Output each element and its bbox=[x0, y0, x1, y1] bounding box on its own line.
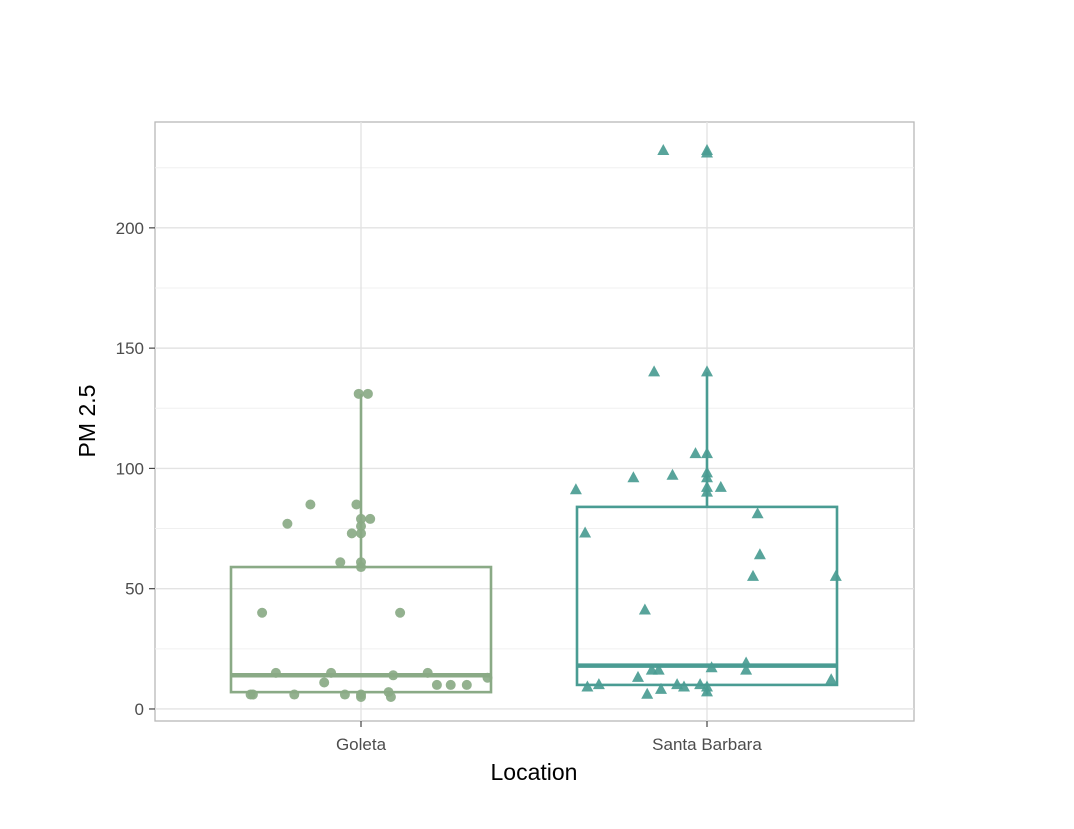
data-point-circle bbox=[362, 388, 373, 399]
data-point-triangle bbox=[666, 468, 679, 480]
data-point-circle bbox=[356, 521, 366, 532]
data-point-circle bbox=[365, 513, 376, 524]
x-tick-label: Goleta bbox=[336, 735, 387, 754]
data-point-circle bbox=[351, 499, 362, 510]
data-point-circle bbox=[282, 518, 293, 529]
data-point-circle bbox=[247, 689, 258, 700]
data-point-triangle bbox=[701, 365, 713, 377]
data-point-triangle bbox=[753, 548, 766, 560]
data-point-circle bbox=[326, 667, 337, 678]
data-point-triangle bbox=[747, 569, 759, 581]
data-point-circle bbox=[356, 562, 366, 573]
data-point-triangle bbox=[701, 447, 713, 459]
data-point-triangle bbox=[592, 678, 605, 690]
data-point-circle bbox=[395, 607, 406, 618]
data-point-circle bbox=[335, 557, 346, 568]
plot-panel bbox=[154, 121, 915, 722]
y-tick-label: 150 bbox=[116, 339, 144, 358]
data-point-triangle bbox=[689, 447, 702, 459]
data-point-triangle bbox=[701, 471, 713, 483]
data-point-triangle bbox=[694, 678, 707, 690]
data-point-triangle bbox=[740, 656, 753, 668]
data-point-triangle bbox=[632, 670, 644, 682]
y-tick-label: 200 bbox=[116, 219, 144, 238]
data-point-circle bbox=[461, 679, 472, 690]
data-point-triangle bbox=[648, 365, 661, 377]
data-point-circle bbox=[356, 689, 366, 700]
data-point-triangle bbox=[714, 480, 727, 492]
data-point-triangle bbox=[671, 678, 684, 690]
data-point-circle bbox=[422, 667, 433, 678]
point-layer bbox=[245, 144, 842, 702]
data-point-circle bbox=[353, 388, 364, 399]
y-tick-label: 100 bbox=[116, 459, 144, 478]
grid-layer bbox=[155, 122, 914, 721]
data-point-triangle bbox=[678, 680, 690, 692]
x-axis-ticks: Goleta Santa Barbara bbox=[336, 721, 762, 754]
data-point-triangle bbox=[657, 144, 670, 156]
data-point-circle bbox=[346, 528, 357, 539]
data-point-triangle bbox=[751, 507, 764, 519]
data-point-circle bbox=[356, 528, 366, 539]
data-point-circle bbox=[385, 691, 396, 702]
y-tick-label: 50 bbox=[125, 580, 144, 599]
data-point-circle bbox=[289, 689, 300, 700]
data-point-triangle bbox=[829, 569, 842, 581]
data-point-circle bbox=[305, 499, 316, 510]
data-point-triangle bbox=[655, 682, 667, 694]
data-point-circle bbox=[270, 667, 281, 678]
data-point-circle bbox=[482, 672, 493, 683]
data-point-triangle bbox=[652, 663, 665, 675]
y-axis-ticks: 0 50 100 150 200 bbox=[116, 219, 155, 719]
data-point-circle bbox=[356, 513, 366, 524]
y-tick-label: 0 bbox=[135, 700, 144, 719]
data-point-triangle bbox=[641, 687, 654, 699]
data-point-triangle bbox=[701, 685, 713, 697]
data-point-triangle bbox=[581, 680, 594, 692]
data-point-triangle bbox=[701, 146, 713, 158]
data-point-circle bbox=[257, 607, 268, 618]
data-point-triangle bbox=[638, 603, 651, 615]
data-point-circle bbox=[339, 689, 350, 700]
data-point-circle bbox=[445, 679, 456, 690]
x-tick-label: Santa Barbara bbox=[652, 735, 762, 754]
data-point-circle bbox=[388, 670, 399, 681]
data-point-triangle bbox=[579, 526, 592, 538]
data-point-triangle bbox=[825, 673, 838, 685]
y-axis-title: PM 2.5 bbox=[74, 385, 100, 458]
data-point-triangle bbox=[705, 661, 718, 673]
data-point-circle bbox=[319, 677, 330, 688]
x-axis-title: Location bbox=[491, 759, 578, 785]
data-point-triangle bbox=[701, 485, 713, 497]
data-point-circle bbox=[431, 679, 442, 690]
data-point-triangle bbox=[627, 471, 640, 483]
data-point-triangle bbox=[569, 483, 582, 495]
data-point-triangle bbox=[740, 663, 753, 675]
